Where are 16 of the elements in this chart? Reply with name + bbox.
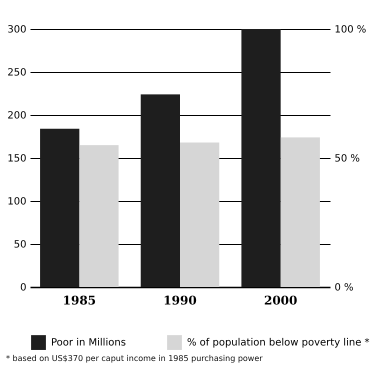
x-tick-label: 2000	[264, 294, 298, 308]
x-tick-label: 1985	[62, 294, 96, 308]
y-tick-label: 250	[7, 68, 26, 78]
y-tick-label: 100	[7, 196, 26, 208]
y-tick-label: 150	[7, 154, 26, 164]
x-tick-label: 1990	[163, 294, 197, 308]
y-tick-label: 300	[7, 24, 26, 36]
legend-label: % of population below poverty line *	[187, 338, 370, 349]
legend-label: Poor in Millions	[51, 338, 126, 349]
y2-tick-label: 50 %	[334, 154, 360, 164]
y-tick-label: 0	[20, 282, 26, 294]
text: * based on US$370 per caput income in 1985 purchasing power	[6, 354, 264, 363]
y-tick-label: 200	[7, 110, 26, 122]
y2-tick-label: 0 %	[334, 282, 354, 294]
y-tick-label: 50	[14, 240, 26, 250]
y2-tick-label: 100 %	[334, 24, 366, 36]
